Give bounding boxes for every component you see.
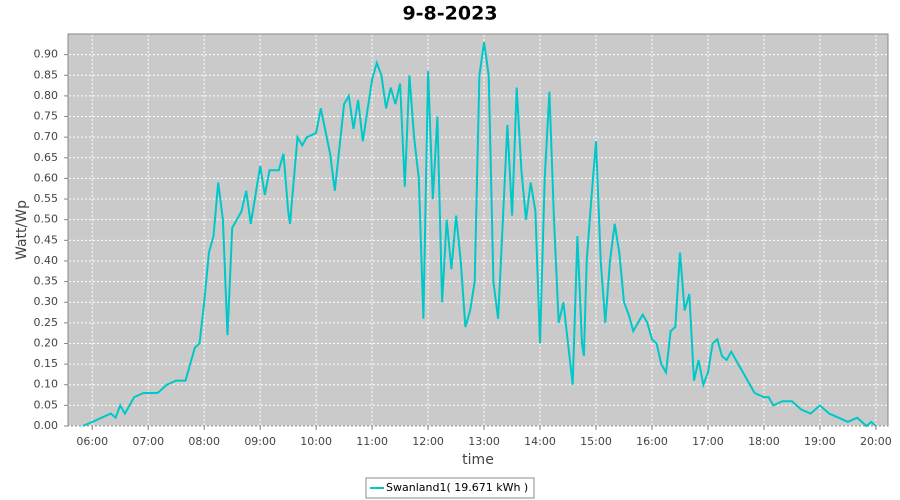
y-tick-label: 0.45 [34, 233, 59, 246]
y-tick-label: 0.15 [34, 357, 59, 370]
chart-title: 9-8-2023 [402, 3, 497, 25]
x-tick-label: 07:00 [132, 435, 164, 448]
y-tick-label: 0.70 [34, 130, 59, 143]
y-axis-label: Watt/Wp [14, 200, 30, 260]
x-tick-label: 10:00 [300, 435, 332, 448]
x-tick-label: 13:00 [468, 435, 500, 448]
y-tick-label: 0.90 [34, 48, 59, 61]
y-tick-label: 0.25 [34, 316, 59, 329]
y-tick-label: 0.40 [34, 254, 59, 267]
x-tick-label: 17:00 [692, 435, 724, 448]
y-tick-label: 0.35 [34, 275, 59, 288]
legend-label: Swanland1( 19.671 kWh ) [386, 481, 528, 494]
x-tick-label: 19:00 [804, 435, 836, 448]
x-tick-label: 20:00 [860, 435, 892, 448]
x-tick-label: 14:00 [524, 435, 556, 448]
x-tick-label: 18:00 [748, 435, 780, 448]
x-tick-label: 08:00 [188, 435, 220, 448]
series-line [82, 42, 877, 428]
plot-area [67, 33, 889, 427]
x-axis-label: time [462, 452, 494, 468]
y-tick-label: 0.80 [34, 89, 59, 102]
y-tick-label: 0.55 [34, 192, 59, 205]
y-tick-label: 0.30 [34, 295, 59, 308]
y-tick-label: 0.00 [34, 419, 59, 432]
y-tick-label: 0.50 [34, 213, 59, 226]
x-tick-label: 09:00 [244, 435, 276, 448]
y-tick-label: 0.20 [34, 336, 59, 349]
x-tick-label: 16:00 [636, 435, 668, 448]
y-tick-label: 0.10 [34, 378, 59, 391]
legend [365, 477, 535, 499]
x-tick-label: 12:00 [412, 435, 444, 448]
x-tick-label: 06:00 [76, 435, 108, 448]
x-tick-label: 11:00 [356, 435, 388, 448]
y-tick-label: 0.60 [34, 171, 59, 184]
x-tick-label: 15:00 [580, 435, 612, 448]
y-tick-label: 0.05 [34, 398, 59, 411]
y-tick-label: 0.75 [34, 110, 59, 123]
y-tick-label: 0.85 [34, 68, 59, 81]
y-tick-label: 0.65 [34, 151, 59, 164]
